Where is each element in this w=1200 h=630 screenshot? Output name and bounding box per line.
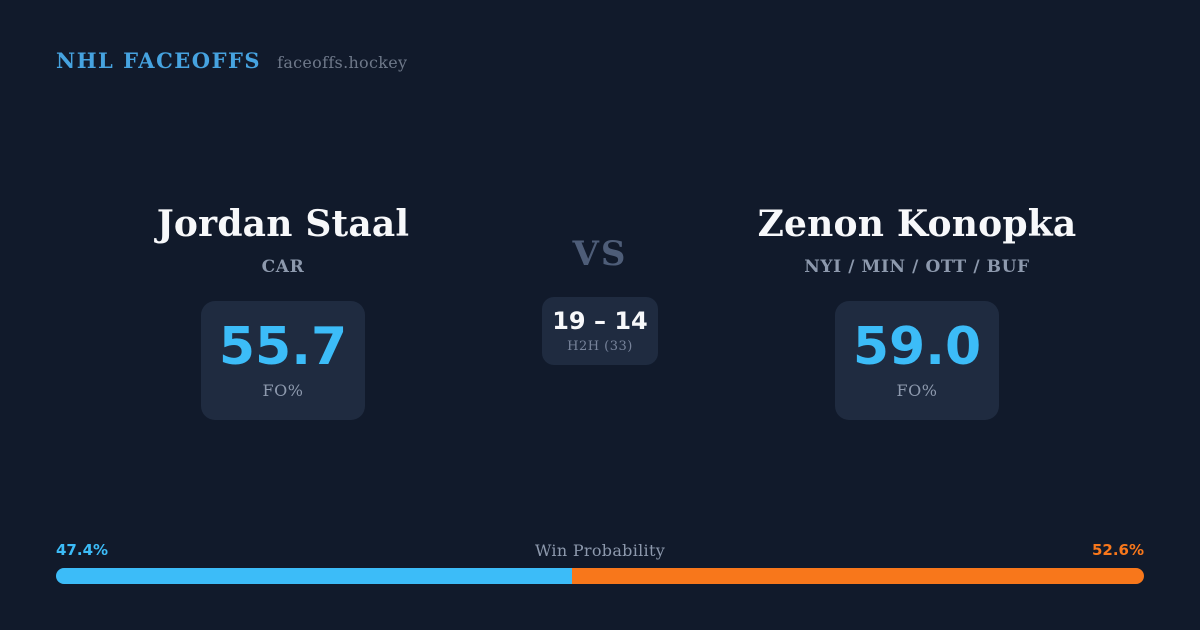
player-right-fo-label: FO% [896,380,938,400]
player-right-fo-value: 59.0 [852,316,982,377]
h2h-card: 19 – 14 H2H (33) [542,297,658,365]
win-probability-bar-right-segment [571,568,1144,584]
player-left-column: Jordan Staal CAR 55.7 FO% [63,203,503,420]
header: NHL FACEOFFS faceoffs.hockey [56,48,407,73]
win-probability-title: Win Probability [534,541,666,560]
h2h-games-label: H2H (33) [567,338,633,354]
comparison-section: Jordan Staal CAR 55.7 FO% VS 19 – 14 H2H… [0,203,1200,435]
site-url-text: faceoffs.hockey [277,53,408,72]
player-right-teams: NYI / MIN / OTT / BUF [804,256,1030,277]
win-probability-left-pct: 47.4% [56,541,109,559]
brand-logo-text: NHL FACEOFFS [56,48,262,73]
win-probability-bar [56,568,1144,584]
vs-label: VS [572,234,628,274]
player-right-fo-card: 59.0 FO% [835,300,999,420]
win-probability-section: 47.4% Win Probability 52.6% [56,541,1144,584]
player-left-teams: CAR [261,256,305,277]
player-left-fo-card: 55.7 FO% [201,300,365,420]
win-probability-labels: 47.4% Win Probability 52.6% [56,541,1144,563]
player-left-fo-label: FO% [262,380,304,400]
matchup-column: VS 19 – 14 H2H (33) [480,205,720,365]
player-left-fo-value: 55.7 [218,316,348,377]
win-probability-right-pct: 52.6% [1091,541,1144,559]
player-right-column: Zenon Konopka NYI / MIN / OTT / BUF 59.0… [697,203,1137,420]
player-right-name: Zenon Konopka [757,203,1077,245]
win-probability-bar-left-segment [56,568,572,584]
player-left-name: Jordan Staal [156,203,410,245]
h2h-score: 19 – 14 [552,306,648,335]
